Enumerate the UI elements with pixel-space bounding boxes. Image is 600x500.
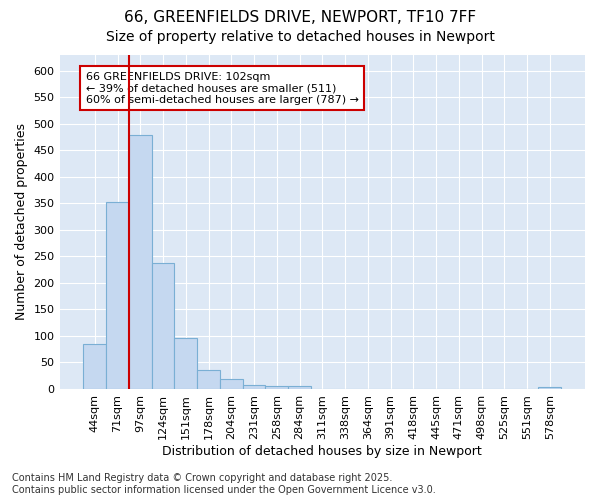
Text: Size of property relative to detached houses in Newport: Size of property relative to detached ho… [106,30,494,44]
X-axis label: Distribution of detached houses by size in Newport: Distribution of detached houses by size … [163,444,482,458]
Bar [265,386,288,389]
Text: 66, GREENFIELDS DRIVE, NEWPORT, TF10 7FF: 66, GREENFIELDS DRIVE, NEWPORT, TF10 7FF [124,10,476,25]
Bar [197,370,220,389]
Bar [152,263,175,389]
Text: 66 GREENFIELDS DRIVE: 102sqm
← 39% of detached houses are smaller (511)
60% of s: 66 GREENFIELDS DRIVE: 102sqm ← 39% of de… [86,72,359,105]
Bar [220,380,242,389]
Text: Contains HM Land Registry data © Crown copyright and database right 2025.
Contai: Contains HM Land Registry data © Crown c… [12,474,436,495]
Bar [242,384,265,389]
Y-axis label: Number of detached properties: Number of detached properties [15,124,28,320]
Bar [538,387,561,389]
Bar [129,134,152,389]
Bar [106,202,129,389]
Bar [83,344,106,389]
Bar [175,338,197,389]
Bar [288,386,311,389]
